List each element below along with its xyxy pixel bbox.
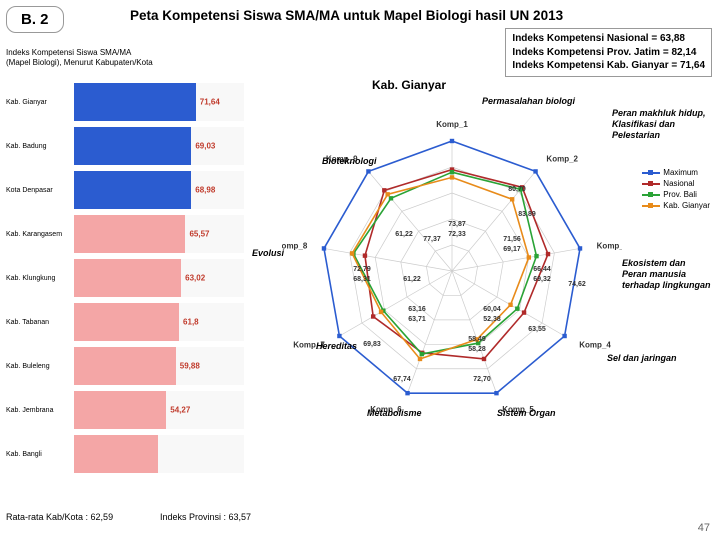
bar-value: 61,8 (183, 318, 199, 327)
svg-text:83,89: 83,89 (518, 211, 536, 218)
bar-value: 59,88 (180, 362, 200, 371)
svg-text:74,62: 74,62 (568, 281, 586, 288)
svg-text:72,33: 72,33 (448, 231, 466, 238)
svg-text:Komp_3: Komp_3 (597, 241, 622, 250)
svg-text:66,44: 66,44 (533, 266, 551, 273)
svg-text:69,83: 69,83 (363, 341, 381, 348)
bar-label: Kota Denpasar (6, 187, 74, 194)
bar-row: Kab. Tabanan 61,8 (6, 300, 244, 344)
svg-text:71,56: 71,56 (503, 236, 521, 243)
svg-text:60,04: 60,04 (483, 306, 501, 313)
annot-komp3: Ekosistem dan Peran manusia terhadap lin… (622, 258, 712, 290)
legend-item: Nasional (642, 179, 710, 188)
bar-label: Kab. Karangasem (6, 231, 74, 238)
annot-komp7: Hereditas (316, 341, 357, 352)
svg-text:Komp_1: Komp_1 (436, 120, 468, 129)
bar-chart: Kab. Gianyar 71,64 Kab. Badung 69,03 Kota De… (6, 80, 244, 480)
index-kab: Indeks Kompetensi Kab. Gianyar = 71,64 (512, 59, 705, 73)
bar-chart-subtitle: Indeks Kompetensi Siswa SMA/MA (Mapel Bi… (6, 48, 153, 67)
bar-value: 71,64 (200, 98, 220, 107)
index-nasional: Indeks Kompetensi Nasional = 63,88 (512, 32, 705, 46)
svg-text:72,79: 72,79 (353, 266, 371, 273)
svg-text:63,71: 63,71 (408, 316, 426, 323)
bar-label: Kab. Badung (6, 143, 74, 150)
bar-row: Kab. Buleleng 59,88 (6, 344, 244, 388)
legend-item: Kab. Gianyar (642, 201, 710, 210)
annot-komp1: Permasalahan biologi (482, 96, 575, 107)
page-title: Peta Kompetensi Siswa SMA/MA untuk Mapel… (130, 8, 563, 23)
footer-avg-kab: Rata-rata Kab/Kota : 62,59 (6, 512, 113, 522)
svg-text:61,22: 61,22 (403, 276, 421, 283)
svg-text:Komp_8: Komp_8 (282, 241, 308, 250)
bar-value: 54,27 (170, 406, 190, 415)
svg-text:73,87: 73,87 (448, 221, 466, 228)
annot-komp6: Metabolisme (367, 408, 422, 419)
annot-komp4: Sel dan jaringan (607, 353, 677, 364)
svg-text:72,70: 72,70 (473, 376, 491, 383)
index-prov: Indeks Kompetensi Prov. Jatim = 82,14 (512, 46, 705, 60)
svg-text:58,28: 58,28 (468, 346, 486, 353)
svg-text:Komp_2: Komp_2 (546, 154, 578, 163)
radar-svg: Komp_1Komp_2Komp_3Komp_4Komp_5Komp_6Komp… (282, 96, 622, 436)
bar-value: 63,02 (185, 274, 205, 283)
svg-text:58,49: 58,49 (468, 336, 486, 343)
svg-text:68,31: 68,31 (353, 276, 371, 283)
footer-idx-prov: Indeks Provinsi : 63,57 (160, 512, 251, 522)
bar-label: Kab. Klungkung (6, 275, 74, 282)
annot-komp5: Sistem Organ (497, 408, 556, 419)
svg-text:80,70: 80,70 (508, 186, 526, 193)
legend-item: Maximum (642, 168, 710, 177)
svg-text:69,17: 69,17 (503, 246, 521, 253)
bar-row: Kab. Bangli (6, 432, 244, 476)
indices-box: Indeks Kompetensi Nasional = 63,88 Indek… (505, 28, 712, 77)
svg-text:67,74: 67,74 (393, 376, 411, 383)
radar-chart: Kab. Gianyar Komp_1 Komp_2 Komp_3 Komp_4 Kom… (252, 78, 712, 458)
bar-label: Kab. Bangli (6, 451, 74, 458)
annot-komp2: Peran makhluk hidup, Klasifikasi dan Pel… (612, 108, 707, 140)
annot-komp9: Bioteknologi (322, 156, 377, 167)
legend-item: Prov. Bali (642, 190, 710, 199)
bar-value: 69,03 (195, 142, 215, 151)
bar-row: Kab. Gianyar 71,64 (6, 80, 244, 124)
bar-label: Kab. Buleleng (6, 363, 74, 370)
bar-row: Kota Denpasar 68,98 (6, 168, 244, 212)
bar-value: 65,57 (189, 230, 209, 239)
svg-text:69,32: 69,32 (533, 276, 551, 283)
bar-value: 68,98 (195, 186, 215, 195)
bar-label: Kab. Gianyar (6, 99, 74, 106)
bar-row: Kab. Karangasem 65,57 (6, 212, 244, 256)
section-badge: B. 2 (6, 6, 64, 33)
bar-row: Kab. Klungkung 63,02 (6, 256, 244, 300)
svg-text:Komp_4: Komp_4 (579, 340, 611, 349)
annot-komp8: Evolusi (252, 248, 284, 259)
svg-text:61,22: 61,22 (395, 231, 413, 238)
svg-text:63,16: 63,16 (408, 306, 426, 313)
radar-legend: Maximum Nasional Prov. Bali Kab. Gianyar (642, 168, 710, 212)
bar-label: Kab. Jembrana (6, 407, 74, 414)
svg-text:63,55: 63,55 (528, 326, 546, 333)
radar-title: Kab. Gianyar (372, 78, 446, 92)
bar-row: Kab. Jembrana 54,27 (6, 388, 244, 432)
bar-row: Kab. Badung 69,03 (6, 124, 244, 168)
slide-number: 47 (698, 522, 710, 534)
svg-text:52,38: 52,38 (483, 316, 501, 323)
svg-text:77,37: 77,37 (423, 236, 441, 243)
bar-label: Kab. Tabanan (6, 319, 74, 326)
